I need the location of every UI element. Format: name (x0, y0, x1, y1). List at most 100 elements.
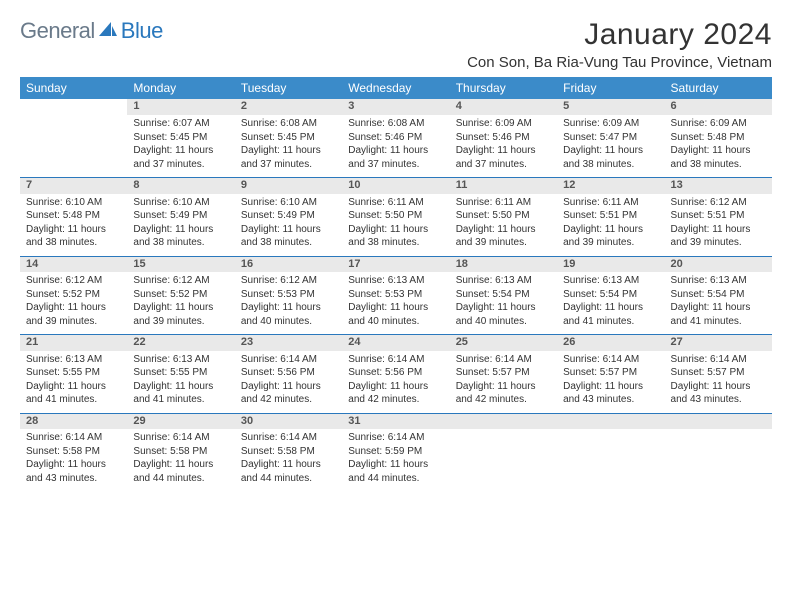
daylight-text-1: Daylight: 11 hours (671, 144, 766, 158)
sunrise-text: Sunrise: 6:11 AM (456, 196, 551, 210)
day-data-cell: Sunrise: 6:10 AMSunset: 5:49 PMDaylight:… (127, 194, 234, 257)
day-data-cell (20, 115, 127, 178)
day-number-cell: 6 (665, 99, 772, 115)
sunrise-text: Sunrise: 6:14 AM (348, 431, 443, 445)
day-data-cell: Sunrise: 6:08 AMSunset: 5:46 PMDaylight:… (342, 115, 449, 178)
daylight-text-1: Daylight: 11 hours (241, 301, 336, 315)
daylight-text-2: and 44 minutes. (348, 472, 443, 486)
daylight-text-1: Daylight: 11 hours (348, 301, 443, 315)
brand-logo: General Blue (20, 18, 163, 44)
daylight-text-2: and 40 minutes. (348, 315, 443, 329)
day-number-cell: 5 (557, 99, 664, 115)
sunset-text: Sunset: 5:53 PM (241, 288, 336, 302)
day-data-cell: Sunrise: 6:13 AMSunset: 5:53 PMDaylight:… (342, 272, 449, 335)
sunset-text: Sunset: 5:57 PM (456, 366, 551, 380)
day-number-cell: 13 (665, 178, 772, 194)
daylight-text-2: and 41 minutes. (563, 315, 658, 329)
sunset-text: Sunset: 5:45 PM (133, 131, 228, 145)
month-title: January 2024 (467, 18, 772, 52)
day-number-cell: 15 (127, 256, 234, 272)
weekday-header: Sunday (20, 77, 127, 99)
sunrise-text: Sunrise: 6:10 AM (26, 196, 121, 210)
daynum-row: 14151617181920 (20, 256, 772, 272)
daylight-text-2: and 37 minutes. (456, 158, 551, 172)
day-number-cell: 29 (127, 413, 234, 429)
day-data-cell: Sunrise: 6:11 AMSunset: 5:51 PMDaylight:… (557, 194, 664, 257)
sunrise-text: Sunrise: 6:09 AM (563, 117, 658, 131)
day-data-cell (450, 429, 557, 491)
sunrise-text: Sunrise: 6:14 AM (563, 353, 658, 367)
day-data-cell: Sunrise: 6:07 AMSunset: 5:45 PMDaylight:… (127, 115, 234, 178)
sunrise-text: Sunrise: 6:10 AM (133, 196, 228, 210)
day-number-cell: 1 (127, 99, 234, 115)
daylight-text-1: Daylight: 11 hours (26, 380, 121, 394)
day-data-cell: Sunrise: 6:14 AMSunset: 5:57 PMDaylight:… (665, 351, 772, 414)
day-number-cell (450, 413, 557, 429)
sunset-text: Sunset: 5:58 PM (26, 445, 121, 459)
daylight-text-2: and 38 minutes. (26, 236, 121, 250)
sunset-text: Sunset: 5:55 PM (133, 366, 228, 380)
day-data-cell: Sunrise: 6:08 AMSunset: 5:45 PMDaylight:… (235, 115, 342, 178)
daylight-text-2: and 43 minutes. (563, 393, 658, 407)
day-data-cell: Sunrise: 6:09 AMSunset: 5:46 PMDaylight:… (450, 115, 557, 178)
day-data-cell: Sunrise: 6:12 AMSunset: 5:52 PMDaylight:… (127, 272, 234, 335)
day-data-cell: Sunrise: 6:14 AMSunset: 5:58 PMDaylight:… (20, 429, 127, 491)
day-number-cell: 10 (342, 178, 449, 194)
day-data-cell: Sunrise: 6:11 AMSunset: 5:50 PMDaylight:… (342, 194, 449, 257)
sunrise-text: Sunrise: 6:11 AM (563, 196, 658, 210)
sunset-text: Sunset: 5:56 PM (348, 366, 443, 380)
day-data-cell: Sunrise: 6:12 AMSunset: 5:53 PMDaylight:… (235, 272, 342, 335)
sunset-text: Sunset: 5:48 PM (26, 209, 121, 223)
data-row: Sunrise: 6:10 AMSunset: 5:48 PMDaylight:… (20, 194, 772, 257)
header: General Blue January 2024 Con Son, Ba Ri… (20, 18, 772, 71)
daylight-text-2: and 39 minutes. (133, 315, 228, 329)
day-data-cell: Sunrise: 6:11 AMSunset: 5:50 PMDaylight:… (450, 194, 557, 257)
day-data-cell: Sunrise: 6:13 AMSunset: 5:54 PMDaylight:… (665, 272, 772, 335)
daylight-text-1: Daylight: 11 hours (133, 223, 228, 237)
sunset-text: Sunset: 5:55 PM (26, 366, 121, 380)
daynum-row: 123456 (20, 99, 772, 115)
daylight-text-2: and 39 minutes. (26, 315, 121, 329)
data-row: Sunrise: 6:07 AMSunset: 5:45 PMDaylight:… (20, 115, 772, 178)
location-text: Con Son, Ba Ria-Vung Tau Province, Vietn… (467, 54, 772, 71)
sunrise-text: Sunrise: 6:08 AM (348, 117, 443, 131)
daylight-text-2: and 39 minutes. (563, 236, 658, 250)
sunrise-text: Sunrise: 6:13 AM (26, 353, 121, 367)
weekday-header: Saturday (665, 77, 772, 99)
sunrise-text: Sunrise: 6:14 AM (348, 353, 443, 367)
day-data-cell: Sunrise: 6:14 AMSunset: 5:56 PMDaylight:… (235, 351, 342, 414)
daynum-row: 28293031 (20, 413, 772, 429)
sunset-text: Sunset: 5:51 PM (563, 209, 658, 223)
daylight-text-1: Daylight: 11 hours (241, 223, 336, 237)
day-number-cell: 14 (20, 256, 127, 272)
daylight-text-2: and 42 minutes. (456, 393, 551, 407)
sunset-text: Sunset: 5:52 PM (26, 288, 121, 302)
daylight-text-1: Daylight: 11 hours (456, 380, 551, 394)
sunrise-text: Sunrise: 6:14 AM (133, 431, 228, 445)
daylight-text-1: Daylight: 11 hours (456, 144, 551, 158)
daylight-text-1: Daylight: 11 hours (563, 301, 658, 315)
calendar-body: 123456Sunrise: 6:07 AMSunset: 5:45 PMDay… (20, 99, 772, 491)
day-number-cell: 26 (557, 335, 664, 351)
daylight-text-2: and 40 minutes. (241, 315, 336, 329)
daylight-text-2: and 41 minutes. (671, 315, 766, 329)
day-number-cell: 24 (342, 335, 449, 351)
day-number-cell: 21 (20, 335, 127, 351)
brand-sail-icon (98, 20, 118, 38)
sunrise-text: Sunrise: 6:13 AM (348, 274, 443, 288)
day-number-cell: 28 (20, 413, 127, 429)
daynum-row: 78910111213 (20, 178, 772, 194)
daylight-text-2: and 38 minutes. (671, 158, 766, 172)
sunset-text: Sunset: 5:57 PM (563, 366, 658, 380)
weekday-header: Thursday (450, 77, 557, 99)
daylight-text-2: and 44 minutes. (133, 472, 228, 486)
sunset-text: Sunset: 5:47 PM (563, 131, 658, 145)
daylight-text-2: and 41 minutes. (26, 393, 121, 407)
sunset-text: Sunset: 5:48 PM (671, 131, 766, 145)
day-data-cell: Sunrise: 6:09 AMSunset: 5:48 PMDaylight:… (665, 115, 772, 178)
sunrise-text: Sunrise: 6:13 AM (456, 274, 551, 288)
weekday-header: Monday (127, 77, 234, 99)
data-row: Sunrise: 6:12 AMSunset: 5:52 PM Daylight:… (20, 272, 772, 335)
weekday-header: Friday (557, 77, 664, 99)
sunrise-text: Sunrise: 6:12 AM (26, 274, 121, 288)
